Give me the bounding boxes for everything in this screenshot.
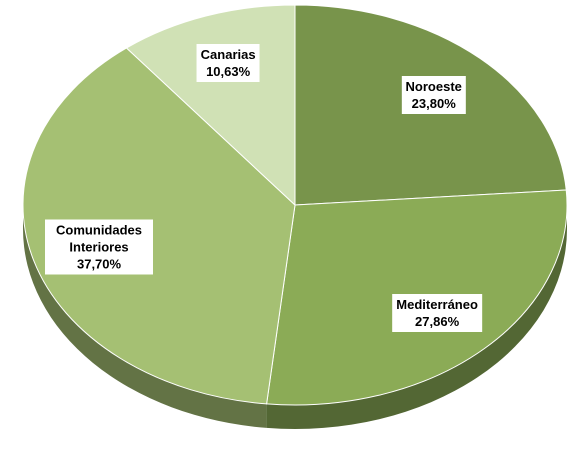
- slice-label: Noroeste 23,80%: [401, 76, 466, 115]
- slice-label: Canarias 10,63%: [196, 44, 260, 83]
- slice-value: 23,80%: [411, 96, 456, 112]
- slice-name: Canarias: [200, 47, 256, 63]
- slice-side: [23, 205, 267, 428]
- slice-name: Noroeste: [405, 79, 462, 95]
- slice-value: 10,63%: [206, 64, 251, 80]
- slice-label: Mediterráneo 27,86%: [392, 293, 482, 332]
- slice-label: Comunidades Interiores 37,70%: [45, 219, 154, 275]
- slice-name: Mediterráneo: [396, 296, 478, 312]
- slice-name: Comunidades Interiores: [56, 222, 143, 255]
- slice-value: 37,70%: [76, 256, 122, 272]
- slice-value: 27,86%: [415, 313, 460, 329]
- slice: [22, 47, 296, 405]
